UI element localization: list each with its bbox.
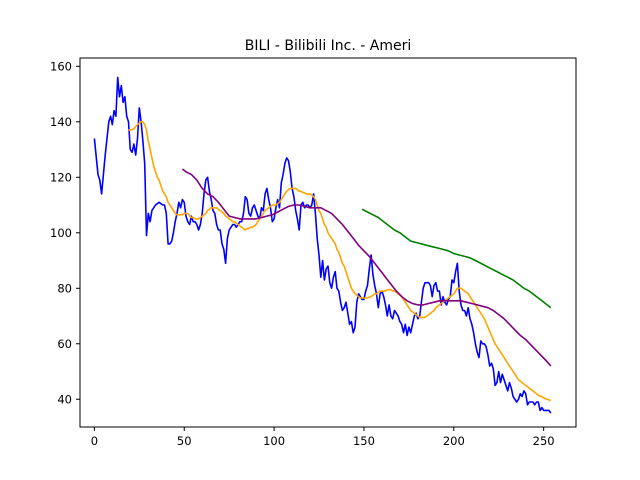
- y-tick-label: 100: [50, 226, 72, 240]
- chart-title: BILI - Bilibili Inc. - Ameri: [245, 38, 411, 54]
- plot-frame: [79, 57, 577, 428]
- y-tick-label: 60: [57, 337, 72, 351]
- series-line-4: [361, 208, 552, 309]
- plot-series-group: [93, 76, 552, 414]
- x-tick-label: 150: [353, 434, 375, 448]
- y-tick-label: 160: [50, 59, 72, 73]
- series-line-3: [181, 168, 552, 367]
- x-tick-label: 100: [263, 434, 285, 448]
- series-line-2: [128, 121, 552, 402]
- x-axis: 0 50 100 150 200 250: [91, 427, 555, 448]
- y-tick-label: 80: [57, 281, 72, 295]
- y-tick-label: 140: [50, 115, 72, 129]
- x-tick-label: 0: [91, 434, 98, 448]
- y-tick-label: 40: [57, 392, 72, 406]
- series-line-1: [93, 76, 552, 414]
- y-axis: 40 60 80 100 120 140 160: [50, 59, 80, 406]
- x-tick-label: 200: [443, 434, 465, 448]
- x-tick-label: 50: [177, 434, 192, 448]
- y-tick-label: 120: [50, 170, 72, 184]
- x-tick-label: 250: [533, 434, 555, 448]
